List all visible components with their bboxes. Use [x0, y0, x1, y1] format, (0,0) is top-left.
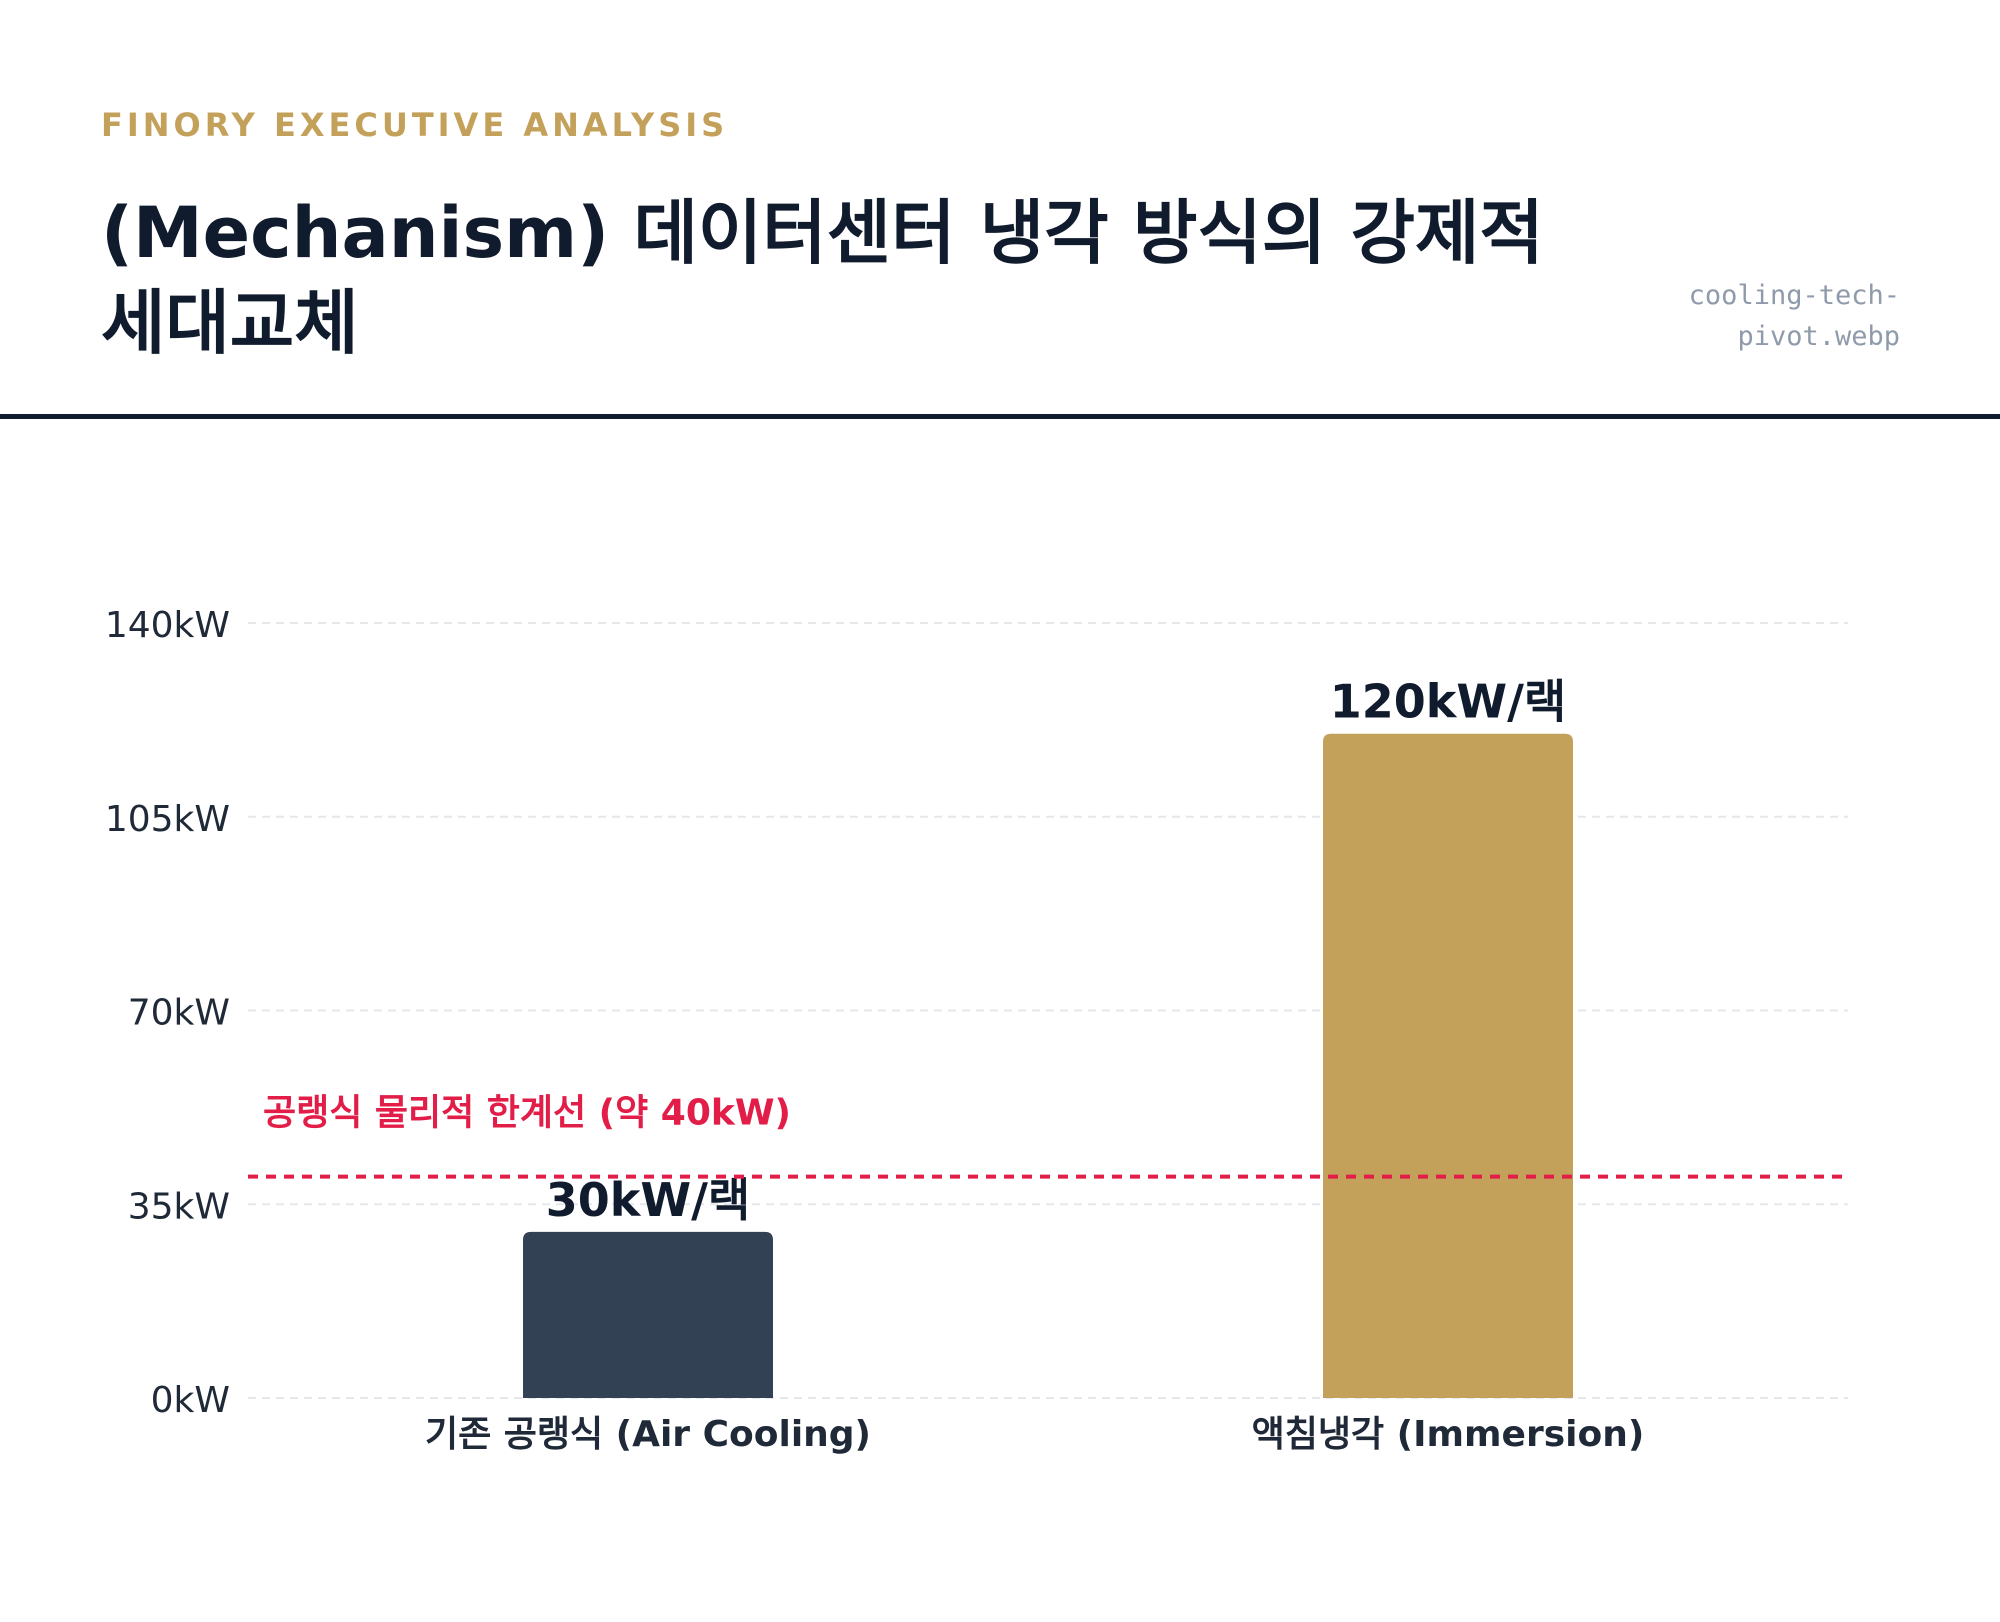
bar-air-cooling [523, 1231, 773, 1398]
y-tick-label: 140kW [105, 605, 230, 646]
y-tick-label: 35kW [128, 1186, 230, 1227]
y-tick-label: 0kW [151, 1380, 230, 1421]
page-title: (Mechanism) 데이터센터 냉각 방식의 강제적 세대교체 [101, 192, 1544, 364]
bar-value-label: 120kW/랙 [1330, 675, 1566, 729]
header-divider [0, 414, 2000, 419]
x-category-label: 기존 공랭식 (Air Cooling) [425, 1414, 871, 1455]
x-category-label: 액침냉각 (Immersion) [1252, 1414, 1645, 1455]
kicker-text: FINORY EXECUTIVE ANALYSIS [101, 106, 729, 144]
bar-value-label: 30kW/랙 [546, 1173, 750, 1227]
y-tick-label: 70kW [128, 993, 230, 1034]
filename-label: cooling-tech-pivot.webp [1688, 280, 1900, 352]
bar-immersion [1323, 733, 1573, 1398]
threshold-label: 공랭식 물리적 한계선 (약 40kW) [263, 1093, 791, 1134]
y-tick-label: 105kW [105, 799, 230, 840]
